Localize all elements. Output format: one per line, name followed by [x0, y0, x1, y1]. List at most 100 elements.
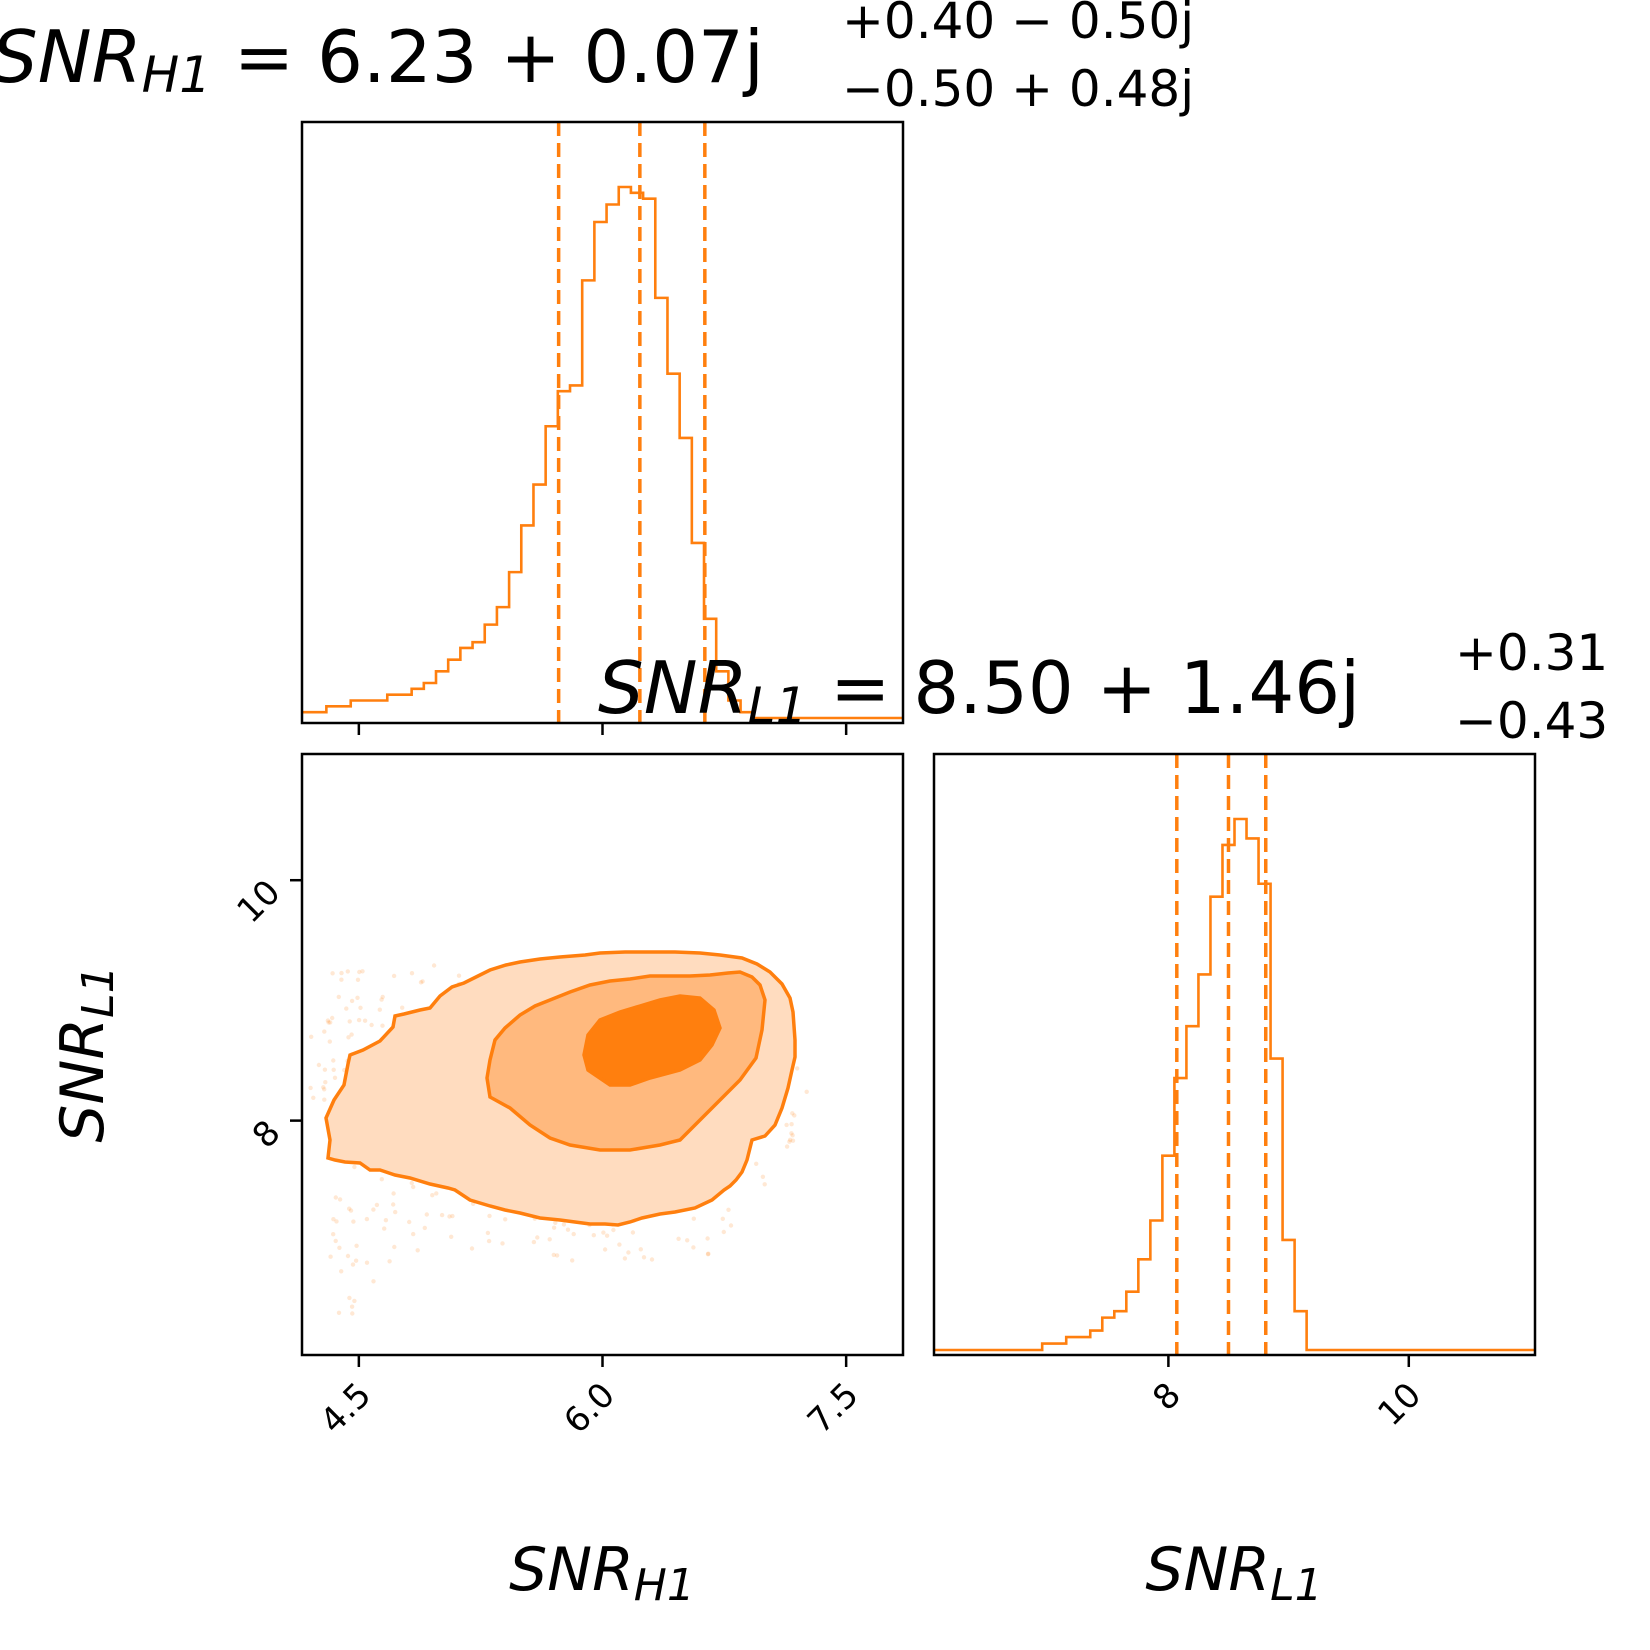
histogram-snr-l1-frame: [932, 752, 1537, 1357]
hist-l1-x-tick-label-1: 10: [1370, 1375, 1429, 1434]
scatter-point: [553, 1220, 558, 1226]
y-axis-label-l1: SNRL1: [48, 965, 124, 1142]
scatter-point: [804, 1089, 809, 1095]
scatter-point: [705, 1252, 711, 1257]
scatter-point: [325, 1018, 331, 1023]
histogram-snr-h1: [300, 120, 905, 735]
scatter-point: [391, 1191, 396, 1196]
scatter-point: [369, 1022, 374, 1028]
scatter-point: [346, 1035, 351, 1040]
scatter-point: [418, 980, 424, 985]
scatter-point: [487, 1213, 492, 1219]
scatter-point: [352, 1164, 357, 1170]
title-h1: SNRH1 = 6.23 + 0.07j: [0, 15, 764, 104]
contour-inner-line: [582, 994, 722, 1087]
scatter-point: [330, 971, 335, 976]
scatter-point: [322, 1029, 327, 1034]
scatter-point: [337, 1197, 343, 1202]
scatter-point: [392, 1244, 397, 1250]
histogram-snr-l1-marks: [934, 754, 1535, 1355]
scatter-point: [788, 1137, 793, 1143]
scatter-point: [380, 994, 385, 1000]
scatter-point: [565, 1227, 571, 1232]
scatter-point: [430, 1193, 435, 1198]
scatter-point: [784, 1122, 789, 1128]
scatter-point: [383, 1218, 389, 1223]
scatter-point: [784, 1144, 790, 1149]
scatter-point: [790, 1138, 796, 1143]
scatter-point: [604, 1233, 610, 1238]
x-axis-label-l1: SNRL1: [1145, 1535, 1322, 1611]
density-y-tick-label-0: 8: [245, 1113, 289, 1157]
scatter-point: [626, 1250, 631, 1255]
scatter-point: [374, 1202, 380, 1208]
histogram-snr-l1: 8 10: [932, 752, 1537, 1434]
hist-l1-step-line: [934, 817, 1535, 1352]
scatter-point: [309, 1034, 314, 1040]
scatter-point: [350, 1262, 356, 1267]
density-x-tick-label-0: 4.5: [313, 1375, 380, 1442]
scatter-point: [500, 1241, 505, 1246]
scatter-point: [347, 1019, 352, 1024]
scatter-point: [630, 1230, 636, 1235]
title-l1-sup: +0.31: [1455, 624, 1608, 682]
scatter-point: [691, 1245, 696, 1250]
scatter-point: [649, 1257, 655, 1262]
scatter-point: [754, 1161, 759, 1167]
scatter-point: [602, 1247, 608, 1252]
scatter-point: [356, 1017, 362, 1023]
scatter-point: [316, 1062, 322, 1068]
scatter-point: [354, 1243, 359, 1249]
scatter-point: [327, 1039, 332, 1044]
scatter-point: [322, 1097, 327, 1102]
scatter-point: [380, 1023, 385, 1028]
scatter-point: [535, 1235, 540, 1240]
scatter-point: [706, 1251, 711, 1256]
scatter-point: [790, 1133, 795, 1138]
scatter-point: [439, 1212, 445, 1218]
scatter-point: [323, 1080, 328, 1085]
scatter-point: [726, 1207, 731, 1213]
scatter-point: [328, 1020, 333, 1025]
scatter-point: [795, 1066, 800, 1071]
scatter-point: [387, 1259, 392, 1264]
scatter-point: [762, 1182, 767, 1187]
scatter-point: [352, 1298, 357, 1304]
scatter-point: [339, 1269, 344, 1274]
histogram-snr-h1-frame: [300, 120, 905, 725]
scatter-point: [382, 1226, 387, 1231]
scatter-point: [355, 977, 361, 982]
scatter-point: [328, 1254, 333, 1259]
scatter-point: [344, 1006, 349, 1011]
title-l1-sub: L1: [748, 677, 808, 735]
scatter-point: [391, 973, 397, 979]
scatter-point: [364, 1216, 370, 1222]
scatter-point: [330, 1015, 335, 1021]
scatter-point: [371, 1279, 376, 1284]
scatter-point: [450, 1213, 455, 1219]
scatter-point: [676, 1236, 681, 1242]
scatter-point: [393, 1209, 398, 1215]
scatter-point: [379, 1177, 384, 1182]
scatter-point: [358, 1005, 363, 1010]
histogram-snr-l1-ticks: 8 10: [1145, 1355, 1429, 1434]
scatter-point: [591, 1233, 596, 1238]
scatter-point: [326, 1020, 331, 1025]
scatter-point: [332, 1075, 338, 1081]
scatter-point: [331, 1232, 336, 1237]
title-l1-inf: −0.43: [1455, 692, 1608, 750]
scatter-point: [486, 1238, 492, 1244]
scatter-point: [790, 1111, 795, 1116]
scatter-point: [720, 1216, 725, 1222]
histogram-snr-h1-ticks: [357, 723, 848, 735]
scatter-point: [638, 1247, 643, 1252]
title-h1-lead: SNR: [0, 15, 142, 99]
title-l1: SNRL1 = 8.50 + 1.46j: [598, 646, 1360, 735]
scatter-point: [333, 1238, 338, 1244]
scatter-point: [422, 1225, 427, 1231]
scatter-point: [321, 1085, 326, 1090]
scatter-point: [456, 973, 462, 978]
scatter-point: [353, 1258, 359, 1263]
scatter-point: [409, 1180, 414, 1186]
scatter-point: [349, 1032, 354, 1037]
